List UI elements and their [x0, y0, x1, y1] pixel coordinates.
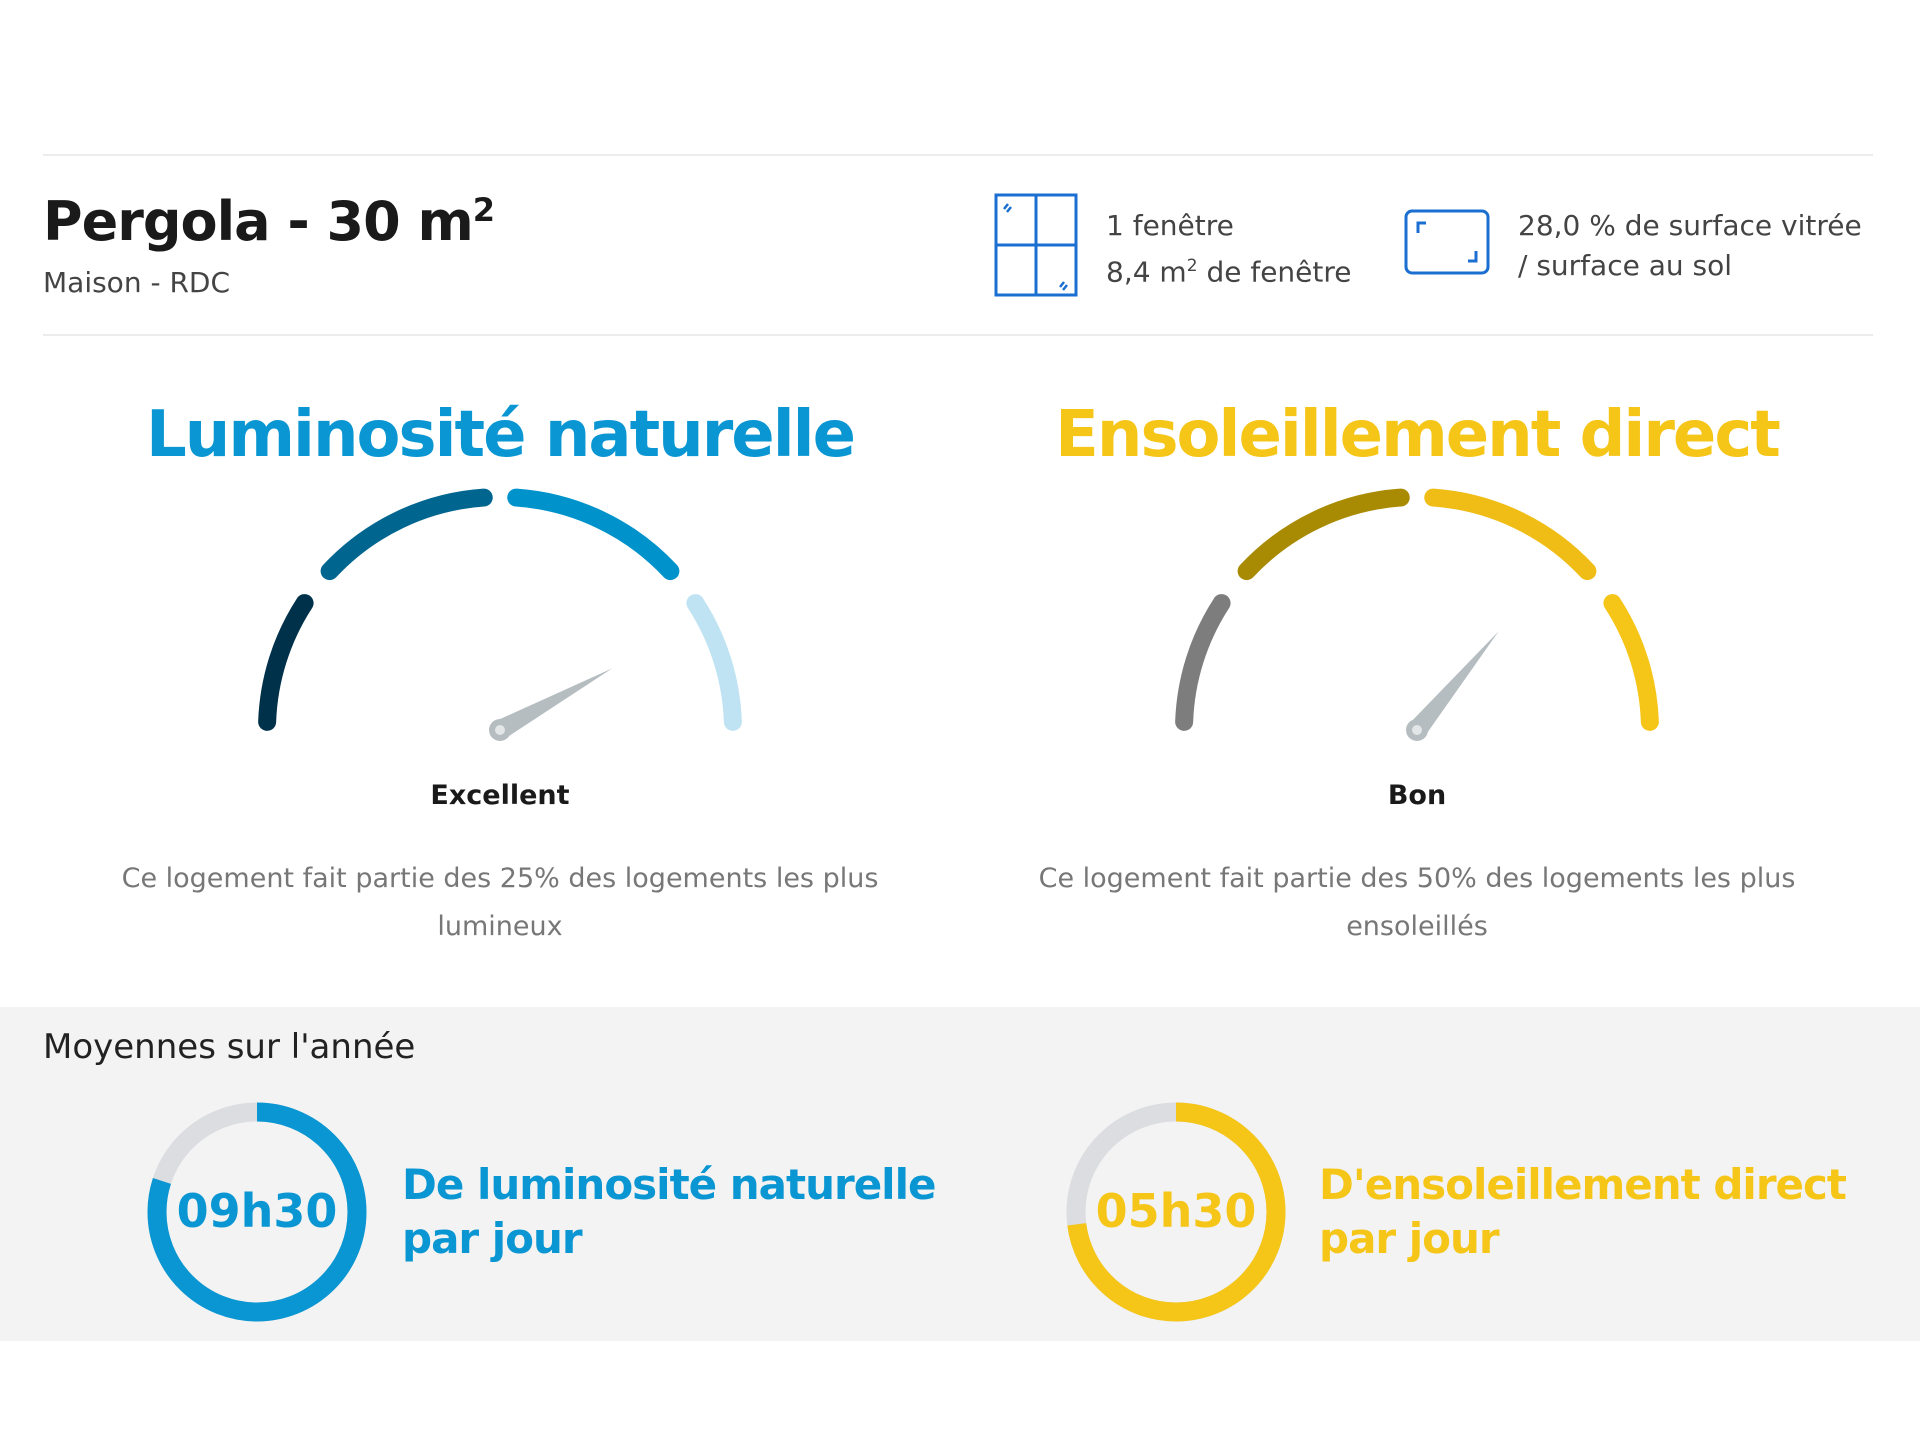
gauge-segment-3: [507, 488, 680, 581]
donut-progress: [147, 1102, 367, 1322]
window-info: 1 fenêtre 8,4 m2 de fenêtre: [1106, 206, 1352, 292]
sunshine-hours: 05h30: [1095, 1184, 1257, 1238]
luminosity-rating: Excellent: [430, 780, 570, 811]
gauge-segment-3: [1424, 488, 1597, 581]
glazing-ratio-label: / surface au sol: [1518, 249, 1733, 282]
luminosity-title: Luminosité naturelle: [146, 398, 856, 472]
luminosity-gauge: [258, 488, 742, 741]
gauge-segment-1: [258, 594, 314, 731]
luminosity-average-label: De luminosité naturelle par jour: [402, 1160, 936, 1263]
top-divider: [43, 154, 1873, 156]
gauge-needle: [495, 668, 613, 739]
sunshine-description: Ce logement fait partie des 50% des loge…: [1038, 863, 1796, 942]
window-count: 1 fenêtre: [1106, 209, 1234, 242]
sunshine-gauge: [1175, 488, 1659, 741]
luminosity-description: Ce logement fait partie des 25% des loge…: [121, 863, 879, 942]
luminosity-hours: 09h30: [176, 1184, 338, 1238]
glazing-info: 28,0 % de surface vitrée / surface au so…: [1518, 206, 1862, 286]
gauge-needle: [1409, 631, 1499, 737]
window-area: 8,4 m2 de fenêtre: [1106, 255, 1352, 289]
room-title: Pergola - 30 m2: [43, 190, 495, 253]
sunshine-donut: [1066, 1102, 1286, 1322]
gauge-segment-2: [1237, 488, 1410, 581]
sunshine-average-label: D'ensoleillement direct par jour: [1319, 1160, 1847, 1263]
gauge-segment-4: [686, 594, 742, 731]
sunshine-rating: Bon: [1387, 780, 1447, 811]
header-divider: [43, 334, 1873, 336]
luminosity-donut: [147, 1102, 367, 1322]
gauge-segment-2: [320, 488, 493, 581]
room-subtitle: Maison - RDC: [43, 266, 231, 299]
surface-icon: [1404, 209, 1490, 275]
gauge-segment-4: [1603, 594, 1659, 731]
gauge-segment-1: [1175, 594, 1231, 731]
window-icon: [994, 193, 1078, 297]
glazing-ratio: 28,0 % de surface vitrée: [1518, 209, 1862, 242]
donut-progress: [1066, 1102, 1286, 1322]
averages-title: Moyennes sur l'année: [43, 1027, 416, 1067]
sunshine-title: Ensoleillement direct: [1055, 398, 1781, 472]
